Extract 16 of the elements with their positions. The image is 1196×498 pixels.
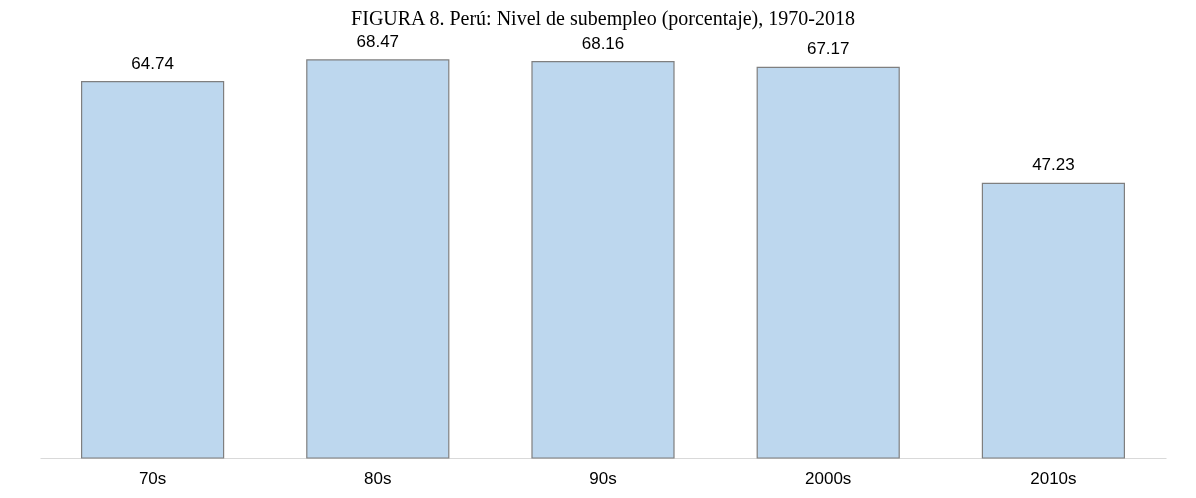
data-label: 68.16 <box>581 33 625 53</box>
x-tick-label: 90s <box>589 468 617 488</box>
x-tick-label: 2000s <box>805 468 852 488</box>
x-tick-label: 80s <box>364 468 392 488</box>
bar <box>306 59 450 459</box>
data-label: 67.17 <box>806 39 850 59</box>
chart-title: FIGURA 8. Perú: Nivel de subempleo (porcentaje), 1970-2018 <box>351 6 855 30</box>
bar <box>756 66 900 459</box>
bar <box>531 61 675 459</box>
bar <box>81 80 225 459</box>
data-label: 47.23 <box>1032 155 1075 175</box>
data-label: 64.74 <box>131 53 174 73</box>
x-tick-label: 70s <box>138 468 167 488</box>
bar <box>981 182 1125 459</box>
data-label: 68.47 <box>356 31 400 51</box>
x-tick-label: 2010s <box>1030 468 1077 488</box>
